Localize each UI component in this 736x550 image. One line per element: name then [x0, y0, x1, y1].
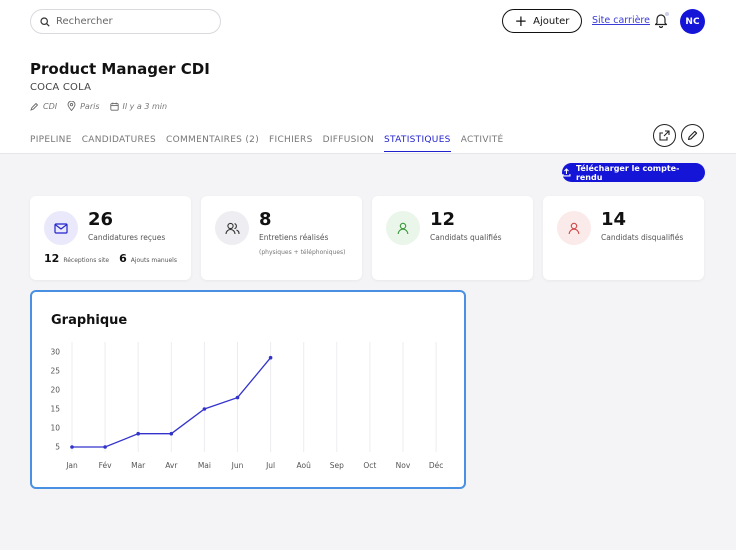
- user-x-icon: [557, 211, 591, 245]
- stat-card-qualified: 12 Candidats qualifiés: [372, 196, 533, 280]
- x-tick-label: Jan: [65, 461, 78, 470]
- data-point[interactable]: [70, 445, 74, 449]
- y-tick-label: 5: [55, 443, 60, 452]
- company-name: COCA COLA: [30, 82, 92, 93]
- mail-icon: [44, 211, 78, 245]
- calendar-icon: [109, 102, 119, 111]
- data-point[interactable]: [268, 355, 273, 360]
- search-icon: [40, 16, 50, 27]
- job-meta: CDI Paris Il y a 3 min: [30, 101, 177, 111]
- stat-label: Candidats qualifiés: [430, 233, 502, 242]
- x-tick-label: Mai: [198, 461, 211, 470]
- notification-dot: [665, 12, 669, 16]
- y-tick-label: 15: [50, 405, 60, 414]
- stat-breakdown: 12 Réceptions site 6 Ajouts manuels: [44, 252, 177, 265]
- stat-value: 8: [259, 209, 272, 230]
- stat-label: Candidats disqualifiés: [601, 233, 684, 242]
- tab-bar: PIPELINE CANDIDATURES COMMENTAIRES (2) F…: [30, 135, 514, 152]
- contract-type: CDI: [43, 101, 58, 111]
- stat-sublabel: (physiques + téléphoniques): [259, 249, 346, 256]
- x-tick-label: Nov: [396, 461, 411, 470]
- search-input[interactable]: Rechercher: [30, 9, 221, 34]
- tab-statistiques[interactable]: STATISTIQUES: [384, 135, 451, 152]
- upload-icon: [562, 168, 571, 177]
- stat-card-disqualified: 14 Candidats disqualifiés: [543, 196, 704, 280]
- data-point[interactable]: [136, 431, 140, 436]
- top-bar: Rechercher + Ajouter Site carrière NC: [0, 0, 736, 44]
- download-report-label: Télécharger le compte-rendu: [575, 163, 680, 182]
- tab-fichiers[interactable]: FICHIERS: [269, 135, 313, 145]
- stat-value: 12: [430, 209, 456, 230]
- data-point[interactable]: [202, 407, 207, 411]
- manual-count: 6: [119, 252, 127, 265]
- y-tick-label: 30: [50, 348, 60, 357]
- stat-card-interviews: 8 Entretiens réalisés (physiques + télép…: [201, 196, 362, 280]
- stat-label: Candidatures reçues: [88, 233, 166, 242]
- pencil-icon: [687, 130, 698, 141]
- pen-icon: [30, 102, 39, 111]
- x-tick-label: Oct: [363, 461, 376, 470]
- data-point[interactable]: [169, 431, 174, 436]
- stat-card-applications: 26 Candidatures reçues 12 Réceptions sit…: [30, 196, 191, 280]
- data-point[interactable]: [235, 395, 240, 400]
- location-meta: Paris: [67, 101, 100, 111]
- tab-candidatures[interactable]: CANDIDATURES: [81, 135, 157, 145]
- edit-button[interactable]: [681, 124, 704, 147]
- y-tick-label: 25: [50, 367, 60, 376]
- search-placeholder: Rechercher: [56, 16, 113, 27]
- external-link-icon: [659, 130, 670, 141]
- x-tick-label: Aoû: [297, 461, 312, 470]
- location-pin-icon: [67, 101, 76, 111]
- manual-label: Ajouts manuels: [130, 257, 177, 264]
- x-tick-label: Jun: [231, 461, 244, 470]
- plus-icon: +: [514, 11, 528, 30]
- bell-icon[interactable]: [654, 12, 668, 28]
- tab-activite[interactable]: ACTIVITÉ: [460, 135, 504, 145]
- tab-pipeline[interactable]: PIPELINE: [30, 135, 72, 145]
- stat-value: 14: [601, 209, 627, 230]
- share-button[interactable]: [653, 124, 676, 147]
- x-tick-label: Sep: [330, 461, 344, 470]
- x-tick-label: Déc: [429, 461, 444, 470]
- x-tick-label: Jul: [265, 461, 275, 470]
- page-title: Product Manager CDI: [30, 60, 210, 78]
- posted-time: Il y a 3 min: [122, 101, 168, 111]
- job-header: Product Manager CDI COCA COLA CDI Paris …: [0, 44, 736, 154]
- add-button[interactable]: + Ajouter: [502, 9, 582, 33]
- x-tick-label: Avr: [165, 461, 178, 470]
- download-report-button[interactable]: Télécharger le compte-rendu: [562, 163, 705, 182]
- site-count: 12: [44, 252, 60, 265]
- chart-title: Graphique: [51, 313, 128, 328]
- y-tick-label: 10: [50, 424, 60, 433]
- x-tick-label: Mar: [131, 461, 146, 470]
- location: Paris: [80, 101, 100, 111]
- user-check-icon: [386, 211, 420, 245]
- posted-meta: Il y a 3 min: [109, 101, 168, 111]
- x-tick-label: Fév: [99, 461, 113, 470]
- tab-commentaires[interactable]: COMMENTAIRES (2): [166, 135, 260, 145]
- avatar[interactable]: NC: [680, 9, 705, 34]
- tab-diffusion[interactable]: DIFFUSION: [322, 135, 375, 145]
- users-icon: [215, 211, 249, 245]
- career-site-link[interactable]: Site carrière: [592, 15, 650, 26]
- add-button-label: Ajouter: [533, 15, 570, 27]
- data-point[interactable]: [103, 445, 107, 449]
- contract-meta: CDI: [30, 102, 57, 111]
- line-chart: Jan Fév Mar Avr Mai Jun Jul Aoû Sep Oct Nov Déc 5 10 1…: [50, 342, 444, 470]
- chart-card: Graphique Jan Fév Mar Avr Mai Jun Jul Aoû Sep Oct…: [30, 290, 466, 489]
- site-label: Réceptions site: [63, 257, 110, 264]
- stat-value: 26: [88, 209, 114, 230]
- y-tick-label: 20: [50, 386, 60, 395]
- stat-label: Entretiens réalisés: [259, 233, 329, 242]
